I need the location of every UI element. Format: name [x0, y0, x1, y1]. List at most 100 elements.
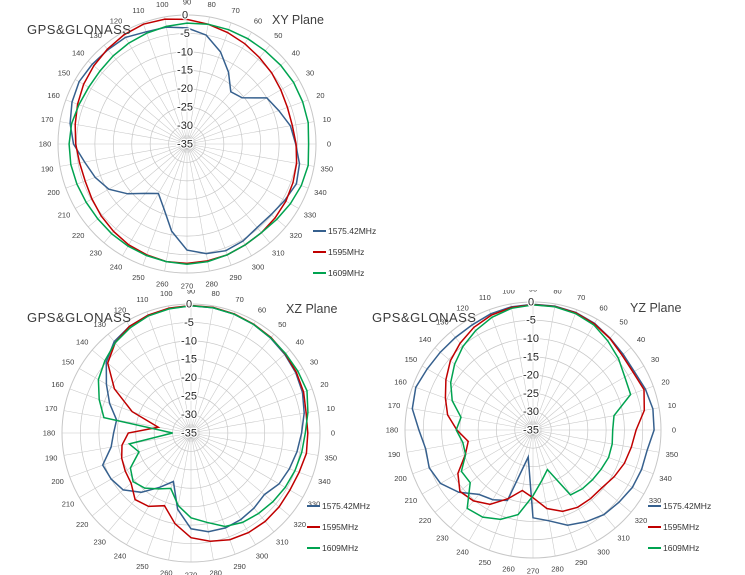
radial-tick-label: -25 — [523, 388, 539, 400]
radial-tick-label: 0 — [528, 296, 534, 308]
legend-swatch — [648, 504, 661, 507]
radial-tick-label: -35 — [181, 427, 197, 439]
angle-tick-label: 120 — [456, 304, 469, 313]
polar-grid-spoke — [532, 319, 598, 431]
polar-grid-spoke — [186, 60, 286, 145]
polar-grid-spoke — [190, 432, 256, 545]
xy-corner-label: GPS&GLONASS — [27, 22, 132, 37]
angle-tick-label: 130 — [436, 318, 449, 327]
polar-grid-spoke — [92, 432, 192, 517]
radial-tick-label: -30 — [523, 406, 539, 418]
angle-tick-label: 60 — [599, 304, 607, 313]
angle-tick-label: 260 — [160, 568, 173, 575]
hub-smudge — [527, 424, 539, 436]
angle-tick-label: 30 — [306, 69, 314, 78]
polar-grid-spoke — [168, 432, 192, 561]
polar-grid-spoke — [406, 429, 534, 453]
angle-tick-label: 90 — [187, 290, 195, 296]
polar-grid-spoke — [532, 429, 660, 453]
polar-grid-spoke — [532, 429, 556, 557]
angle-tick-label: 240 — [114, 552, 127, 561]
angle-tick-label: 170 — [388, 401, 401, 410]
legend-label: 1609MHz — [322, 542, 359, 553]
angle-tick-label: 60 — [258, 306, 266, 315]
polar-grid-spoke — [142, 143, 188, 266]
angle-tick-label: 50 — [274, 31, 282, 40]
legend-item: 1609MHz — [648, 537, 711, 558]
polar-grid-spoke — [63, 432, 192, 456]
angle-tick-label: 290 — [229, 273, 242, 282]
angle-tick-label: 90 — [529, 290, 537, 294]
angle-tick-label: 270 — [181, 282, 194, 290]
angle-tick-label: 220 — [72, 231, 85, 240]
angle-tick-label: 160 — [394, 377, 407, 386]
angle-tick-label: 190 — [388, 450, 401, 459]
legend-swatch — [307, 504, 320, 507]
angle-tick-label: 270 — [185, 571, 198, 575]
polar-grid-spoke — [69, 432, 192, 478]
series-path-1595MHz — [444, 303, 646, 513]
angle-tick-label: 80 — [208, 0, 216, 9]
legend-swatch — [307, 546, 320, 549]
radial-tick-label: -25 — [177, 102, 193, 114]
polar-grid-spoke — [186, 143, 210, 272]
polar-grid-spoke — [186, 79, 299, 145]
angle-tick-label: 40 — [296, 337, 304, 346]
angle-tick-label: 230 — [93, 537, 106, 546]
series-path-1609MHz — [449, 304, 632, 521]
radial-tick-label: -15 — [523, 351, 539, 363]
polar-grid-spoke — [532, 429, 654, 475]
polar-grid-spoke — [186, 22, 232, 145]
xz-plane-title: XZ Plane — [286, 302, 338, 316]
polar-grid-spoke — [190, 368, 303, 434]
radial-tick-label: -5 — [184, 317, 194, 329]
angle-tick-label: 310 — [272, 248, 285, 257]
legend-item: 1595MHz — [648, 516, 711, 537]
polar-grid-spoke — [532, 429, 644, 495]
angle-tick-label: 310 — [617, 534, 630, 543]
legend-swatch — [313, 250, 326, 253]
polar-grid-spoke — [532, 385, 654, 431]
angle-tick-label: 320 — [294, 520, 307, 529]
hub-smudge — [181, 138, 193, 150]
polar-grid-spoke — [88, 60, 188, 145]
angle-tick-label: 70 — [235, 295, 243, 304]
polar-grid-spoke — [510, 303, 534, 431]
angle-tick-label: 10 — [323, 115, 331, 124]
angle-tick-label: 350 — [321, 164, 334, 173]
polar-grid-spoke — [186, 143, 271, 243]
hub-smudge — [524, 421, 542, 439]
radial-tick-label: -5 — [526, 315, 536, 327]
polar-grid-spoke — [532, 429, 616, 529]
angle-tick-label: 190 — [45, 453, 58, 462]
legend-label: 1575.42MHz — [663, 500, 712, 511]
polar-grid-spoke — [75, 79, 188, 145]
angle-tick-label: 250 — [479, 558, 492, 567]
angle-tick-label: 130 — [93, 320, 106, 329]
polar-grid-spoke — [146, 432, 192, 555]
angle-tick-label: 330 — [304, 211, 317, 220]
angle-tick-label: 10 — [327, 404, 335, 413]
angle-tick-label: 20 — [316, 91, 324, 100]
polar-grid-spoke — [63, 410, 192, 434]
polar-grid-spoke — [186, 143, 315, 167]
angle-tick-label: 260 — [502, 565, 515, 574]
hub-smudge — [530, 427, 536, 433]
polar-grid-spoke — [186, 143, 232, 266]
polar-grid-spoke — [164, 143, 188, 272]
angle-tick-label: 110 — [136, 295, 148, 304]
legend-label: 1609MHz — [328, 267, 365, 278]
polar-grid-spoke — [107, 432, 192, 532]
angle-tick-label: 160 — [51, 380, 64, 389]
angle-tick-label: 320 — [635, 516, 648, 525]
legend-item: 1575.42MHz — [313, 220, 376, 241]
polar-grid-spoke — [126, 321, 192, 434]
angle-tick-label: 210 — [62, 500, 75, 509]
polar-grid-spoke — [88, 143, 188, 228]
angle-tick-label: 40 — [637, 335, 645, 344]
polar-grid-spoke — [190, 311, 236, 434]
polar-grid-spoke — [488, 429, 534, 551]
series-path-1609MHz — [68, 22, 310, 265]
radial-tick-label: -10 — [177, 46, 193, 58]
series-path-1609MHz — [97, 305, 309, 528]
